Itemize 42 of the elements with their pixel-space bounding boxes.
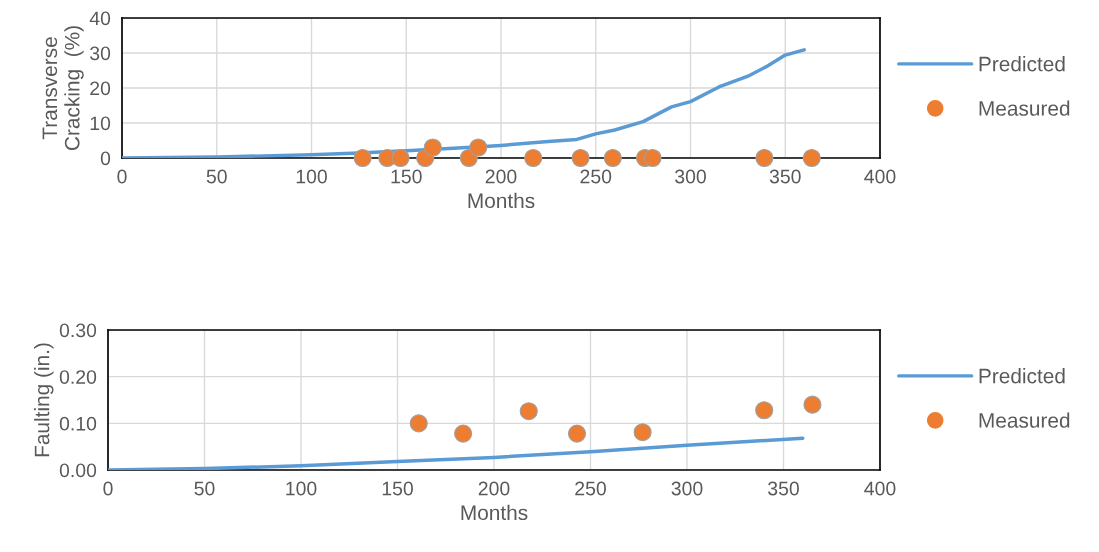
y-tick-label: 40 bbox=[89, 11, 111, 26]
y-axis-title: Faulting (in.) bbox=[34, 343, 54, 457]
y-tick-label: 30 bbox=[90, 46, 111, 61]
x-tick-label: 100 bbox=[286, 481, 317, 496]
x-tick-label: 250 bbox=[575, 481, 606, 496]
y-tick-label: 0 bbox=[100, 151, 111, 166]
point bbox=[755, 401, 774, 420]
x-tick-label: 350 bbox=[769, 169, 801, 184]
point bbox=[454, 424, 473, 443]
y-tick-label: 0.10 bbox=[59, 416, 97, 431]
point bbox=[803, 395, 822, 414]
x-axis-title: Months bbox=[461, 504, 528, 521]
legend-label: Measured bbox=[979, 100, 1070, 116]
x-tick-label: 400 bbox=[864, 481, 896, 496]
point bbox=[567, 424, 587, 443]
x-tick-label: 0 bbox=[117, 169, 127, 184]
legend-label: Measured bbox=[979, 412, 1070, 428]
legend-label: Predicted bbox=[979, 368, 1065, 384]
x-tick-label: 150 bbox=[391, 169, 422, 184]
x-tick-label: 200 bbox=[485, 169, 517, 184]
point bbox=[633, 423, 652, 442]
point bbox=[409, 414, 428, 433]
x-tick-label: 150 bbox=[382, 481, 413, 496]
x-tick-label: 350 bbox=[768, 481, 799, 496]
x-tick-label: 300 bbox=[671, 481, 703, 496]
x-tick-label: 200 bbox=[478, 481, 510, 496]
y-tick-label: 0.30 bbox=[59, 323, 97, 338]
y-tick-label: 0.00 bbox=[59, 463, 97, 478]
legend-label: Predicted bbox=[979, 56, 1065, 72]
y-tick-label: 10 bbox=[90, 116, 111, 131]
x-tick-label: 300 bbox=[675, 169, 706, 184]
x-axis-title: Months bbox=[468, 192, 535, 209]
x-tick-label: 100 bbox=[296, 169, 327, 184]
y-tick-label: 20 bbox=[90, 81, 111, 96]
y-tick-label: 0.20 bbox=[59, 370, 97, 384]
x-tick-label: 50 bbox=[206, 169, 227, 184]
x-tick-label: 50 bbox=[194, 481, 215, 496]
y-axis-title: Transverse Cracking (%) bbox=[42, 26, 84, 151]
line-series bbox=[108, 436, 805, 470]
point bbox=[519, 402, 538, 421]
x-tick-label: 250 bbox=[580, 169, 612, 184]
x-tick-label: 400 bbox=[864, 169, 896, 184]
